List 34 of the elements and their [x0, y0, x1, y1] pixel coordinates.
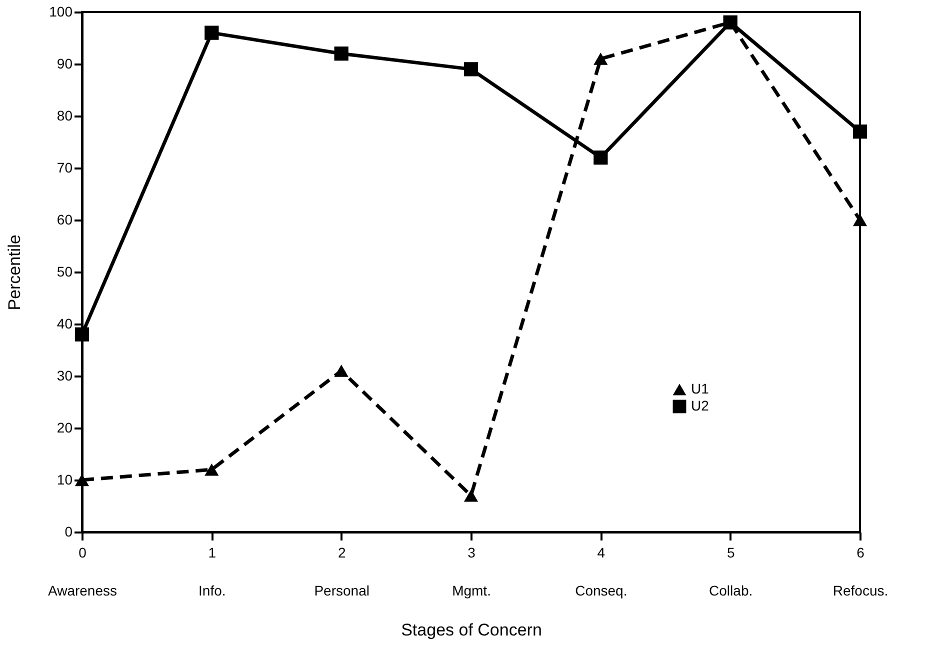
category-label: 2 Personal [314, 544, 370, 598]
legend-label: U2 [691, 398, 710, 414]
category-label: 3 Mgmt. [452, 544, 491, 598]
y-tick-label: 40 [56, 316, 73, 332]
y-tick-label: 90 [56, 56, 73, 72]
y-tick-label: 10 [56, 472, 73, 488]
x-axis-title: Stages of Concern [401, 620, 542, 640]
y-tick-label: 60 [56, 212, 73, 228]
point [464, 489, 478, 502]
y-tick-label: 0 [64, 524, 73, 540]
y-tick-label: 70 [56, 160, 73, 176]
legend-label: U1 [691, 380, 710, 396]
point [334, 46, 348, 61]
category-label: 6 Refocus. [832, 544, 888, 598]
point [204, 26, 219, 40]
point [594, 150, 608, 165]
category-label: 5 Collab. [709, 544, 753, 598]
point [594, 52, 608, 65]
point [204, 463, 219, 476]
point [852, 214, 868, 226]
category-label: 1 Info. [198, 544, 226, 598]
category-label: 0 Awareness [48, 544, 118, 598]
point [464, 62, 478, 76]
point [74, 474, 90, 486]
point [852, 124, 868, 139]
y-tick-label: 20 [56, 420, 73, 436]
y-axis-title: Percentile [5, 234, 24, 310]
y-tick-label: 100 [49, 4, 73, 20]
point [74, 327, 90, 342]
point [334, 364, 348, 377]
y-tick-label: 80 [56, 108, 73, 124]
category-label: 4 Conseq. [575, 544, 628, 598]
y-tick-label: 30 [56, 368, 73, 384]
y-tick-label: 50 [56, 264, 73, 280]
